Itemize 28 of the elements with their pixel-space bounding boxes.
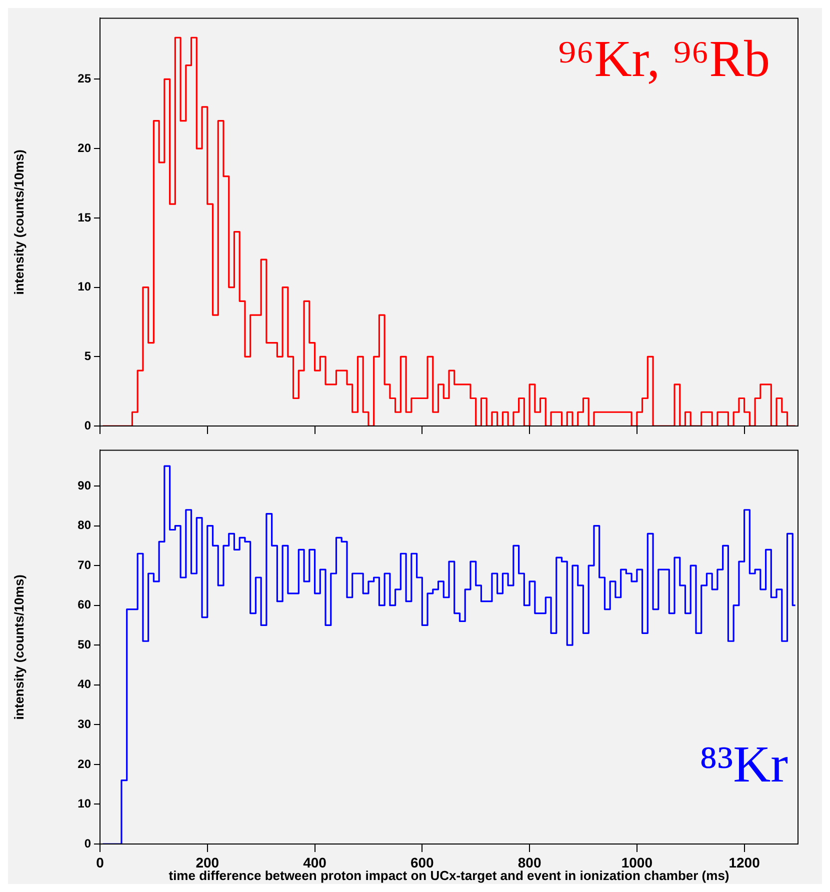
x-tick-label: 200 <box>196 854 220 870</box>
y-tick-label: 50 <box>78 637 92 652</box>
y-tick-label: 80 <box>78 518 92 532</box>
y-tick-label: 30 <box>78 716 92 731</box>
y-tick-label: 0 <box>84 836 92 850</box>
y-tick-label: 40 <box>78 677 92 692</box>
annotation: ⁸³Kr <box>699 736 788 794</box>
y-tick-label: 70 <box>78 558 92 572</box>
x-tick-label: 600 <box>410 854 434 870</box>
y-tick-label: 90 <box>78 478 92 492</box>
x-tick-label: 1000 <box>621 854 653 870</box>
y-tick-label: 20 <box>78 140 92 155</box>
y-axis-title: intensity (counts/10ms) <box>11 150 26 295</box>
annotation: ⁹⁶Kr, ⁹⁶Rb <box>558 30 770 88</box>
y-tick-label: 15 <box>78 210 92 224</box>
y-axis-title: intensity (counts/10ms) <box>11 574 26 720</box>
x-tick-label: 0 <box>96 854 104 870</box>
y-tick-label: 20 <box>78 756 92 771</box>
y-tick-label: 5 <box>84 348 92 363</box>
y-tick-label: 10 <box>78 796 92 811</box>
x-tick-label: 400 <box>303 854 327 870</box>
y-tick-label: 60 <box>78 598 92 612</box>
x-axis-title: time difference between proton impact on UCx-target and event in ionization chamber (ms) <box>168 868 730 883</box>
y-tick-label: 25 <box>78 72 92 86</box>
y-tick-label: 0 <box>84 418 92 432</box>
x-tick-label: 1200 <box>728 854 760 870</box>
y-tick-label: 10 <box>78 280 92 294</box>
x-tick-label: 800 <box>518 854 542 870</box>
